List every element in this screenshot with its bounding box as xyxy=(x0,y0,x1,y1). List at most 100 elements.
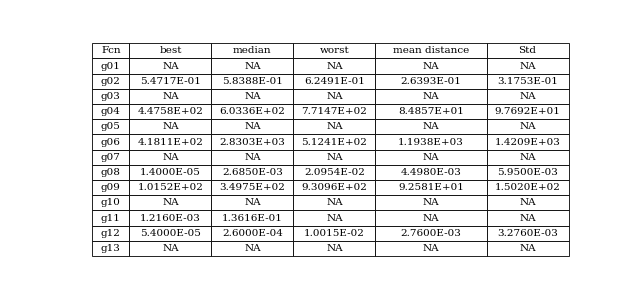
Bar xyxy=(486,195,568,211)
Bar xyxy=(129,59,211,74)
Bar xyxy=(294,89,376,104)
Text: g07: g07 xyxy=(101,153,121,162)
Bar xyxy=(92,74,129,89)
Text: g02: g02 xyxy=(101,77,121,86)
Bar xyxy=(211,74,294,89)
Bar xyxy=(376,43,486,59)
Text: g04: g04 xyxy=(101,107,121,116)
Bar xyxy=(376,59,486,74)
Text: 1.0015E-02: 1.0015E-02 xyxy=(304,229,365,238)
Text: 2.7600E-03: 2.7600E-03 xyxy=(401,229,461,238)
Bar xyxy=(92,165,129,180)
Text: NA: NA xyxy=(326,92,343,101)
Text: 2.6000E-04: 2.6000E-04 xyxy=(222,229,283,238)
Bar xyxy=(92,150,129,165)
Bar xyxy=(376,165,486,180)
Text: 5.9500E-03: 5.9500E-03 xyxy=(497,168,558,177)
Text: 2.6393E-01: 2.6393E-01 xyxy=(401,77,461,86)
Text: NA: NA xyxy=(244,61,260,71)
Text: NA: NA xyxy=(162,92,179,101)
Bar xyxy=(294,211,376,225)
Text: 6.0336E+02: 6.0336E+02 xyxy=(220,107,285,116)
Text: g03: g03 xyxy=(101,92,121,101)
Text: 3.2760E-03: 3.2760E-03 xyxy=(497,229,558,238)
Text: NA: NA xyxy=(519,244,536,253)
Bar xyxy=(211,119,294,134)
Text: g01: g01 xyxy=(101,61,121,71)
Text: NA: NA xyxy=(162,61,179,71)
Text: NA: NA xyxy=(519,153,536,162)
Bar xyxy=(376,180,486,195)
Text: mean distance: mean distance xyxy=(393,46,469,55)
Text: worst: worst xyxy=(319,46,349,55)
Text: 2.0954E-02: 2.0954E-02 xyxy=(304,168,365,177)
Bar xyxy=(376,195,486,211)
Bar xyxy=(92,134,129,150)
Text: NA: NA xyxy=(422,92,439,101)
Text: 6.2491E-01: 6.2491E-01 xyxy=(304,77,365,86)
Bar xyxy=(211,43,294,59)
Bar xyxy=(129,104,211,119)
Text: NA: NA xyxy=(244,198,260,207)
Text: 2.6850E-03: 2.6850E-03 xyxy=(222,168,283,177)
Bar xyxy=(376,150,486,165)
Text: g06: g06 xyxy=(101,138,121,146)
Bar xyxy=(92,119,129,134)
Bar xyxy=(129,74,211,89)
Text: 1.4209E+03: 1.4209E+03 xyxy=(495,138,561,146)
Text: NA: NA xyxy=(519,198,536,207)
Bar xyxy=(211,180,294,195)
Text: 5.8388E-01: 5.8388E-01 xyxy=(222,77,283,86)
Text: 3.4975E+02: 3.4975E+02 xyxy=(220,183,285,192)
Text: Std: Std xyxy=(518,46,536,55)
Bar xyxy=(294,195,376,211)
Text: 4.4980E-03: 4.4980E-03 xyxy=(401,168,461,177)
Bar xyxy=(211,59,294,74)
Text: NA: NA xyxy=(326,122,343,131)
Text: NA: NA xyxy=(326,213,343,223)
Text: 1.5020E+02: 1.5020E+02 xyxy=(495,183,561,192)
Text: 4.1811E+02: 4.1811E+02 xyxy=(138,138,204,146)
Bar xyxy=(486,74,568,89)
Text: NA: NA xyxy=(326,198,343,207)
Text: median: median xyxy=(233,46,272,55)
Bar xyxy=(92,211,129,225)
Bar xyxy=(486,59,568,74)
Text: 2.8303E+03: 2.8303E+03 xyxy=(220,138,285,146)
Bar xyxy=(486,150,568,165)
Bar xyxy=(486,241,568,256)
Bar xyxy=(92,59,129,74)
Bar xyxy=(211,150,294,165)
Text: Fcn: Fcn xyxy=(101,46,121,55)
Text: NA: NA xyxy=(519,92,536,101)
Bar xyxy=(129,134,211,150)
Bar xyxy=(376,104,486,119)
Bar xyxy=(129,195,211,211)
Bar xyxy=(294,225,376,241)
Bar xyxy=(294,119,376,134)
Bar xyxy=(129,43,211,59)
Text: 5.1241E+02: 5.1241E+02 xyxy=(301,138,367,146)
Text: 9.7692E+01: 9.7692E+01 xyxy=(495,107,561,116)
Bar xyxy=(376,134,486,150)
Text: NA: NA xyxy=(162,153,179,162)
Bar xyxy=(129,150,211,165)
Bar xyxy=(294,180,376,195)
Text: NA: NA xyxy=(422,61,439,71)
Text: NA: NA xyxy=(244,92,260,101)
Text: NA: NA xyxy=(326,61,343,71)
Text: 9.2581E+01: 9.2581E+01 xyxy=(398,183,464,192)
Text: 1.2160E-03: 1.2160E-03 xyxy=(140,213,201,223)
Bar xyxy=(129,119,211,134)
Text: NA: NA xyxy=(162,198,179,207)
Bar xyxy=(486,43,568,59)
Bar xyxy=(294,43,376,59)
Bar xyxy=(211,165,294,180)
Text: NA: NA xyxy=(422,122,439,131)
Bar xyxy=(92,241,129,256)
Bar xyxy=(92,225,129,241)
Bar xyxy=(376,74,486,89)
Bar xyxy=(376,225,486,241)
Text: 1.3616E-01: 1.3616E-01 xyxy=(222,213,283,223)
Text: g13: g13 xyxy=(101,244,121,253)
